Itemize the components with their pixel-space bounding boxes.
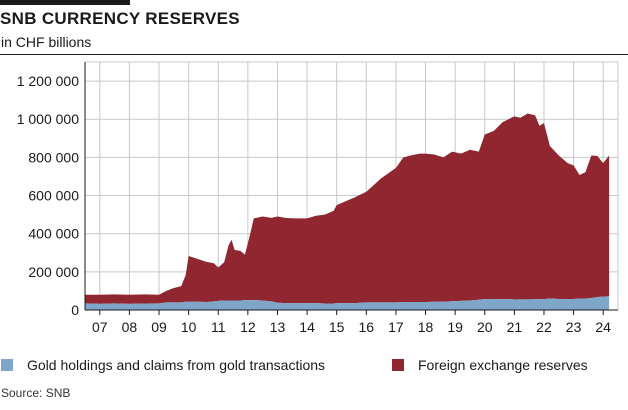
chart-title: SNB CURRENCY RESERVES: [0, 9, 240, 28]
title-accent-bar: [0, 0, 130, 5]
legend: Gold holdings and claims from gold trans…: [0, 357, 628, 379]
y-tick-label: 200 000: [28, 264, 79, 280]
x-tick-label: 17: [388, 319, 404, 335]
header-divider: [0, 54, 628, 55]
y-tick-label: 800 000: [28, 149, 79, 165]
x-tick-label: 18: [418, 319, 434, 335]
x-tick-label: 20: [477, 319, 493, 335]
x-tick-label: 08: [122, 319, 138, 335]
x-tick-label: 22: [536, 319, 552, 335]
legend-swatch-gold: [1, 359, 13, 371]
source-note: Source: SNB: [1, 386, 71, 400]
x-tick-label: 24: [595, 319, 611, 335]
x-tick-label: 19: [447, 319, 463, 335]
x-tick-label: 16: [359, 319, 375, 335]
x-tick-label: 14: [299, 319, 315, 335]
x-tick-label: 09: [151, 319, 167, 335]
reserves-area-chart: 0 200 000 400 000 600 000 800 000 1 000 000 1 …: [17, 61, 619, 335]
y-tick-label: 0: [71, 302, 79, 318]
legend-item-gold: Gold holdings and claims from gold trans…: [1, 357, 325, 373]
y-tick-labels: 0 200 000 400 000 600 000 800 000 1 000 000 1 …: [17, 73, 80, 318]
y-tick-label: 1 000 000: [17, 111, 79, 127]
x-tick-label: 10: [181, 319, 197, 335]
x-tick-labels: 07 08 09 10 11 12 13 14 15 16 17 18 19 20 21 22 23 24: [92, 319, 611, 335]
legend-swatch-fx: [392, 359, 404, 371]
gold-holdings-area: [85, 296, 610, 310]
y-tick-label: 400 000: [28, 226, 79, 242]
x-tick-label: 15: [329, 319, 345, 335]
x-tick-label: 12: [240, 319, 256, 335]
x-tick-label: 13: [270, 319, 286, 335]
area-series: [85, 113, 610, 310]
chart-subtitle: in CHF billions: [1, 34, 92, 50]
axes: [84, 62, 618, 315]
legend-label-gold: Gold holdings and claims from gold trans…: [27, 357, 326, 373]
legend-label-fx: Foreign exchange reserves: [418, 357, 588, 373]
x-tick-label: 21: [507, 319, 523, 335]
x-tick-label: 07: [92, 319, 108, 335]
legend-item-fx: Foreign exchange reserves: [392, 357, 588, 373]
y-tick-label: 1 200 000: [17, 73, 79, 89]
y-tick-label: 600 000: [28, 188, 79, 204]
x-tick-label: 23: [566, 319, 582, 335]
x-tick-label: 11: [211, 319, 226, 335]
fx-reserves-area: [85, 113, 610, 304]
